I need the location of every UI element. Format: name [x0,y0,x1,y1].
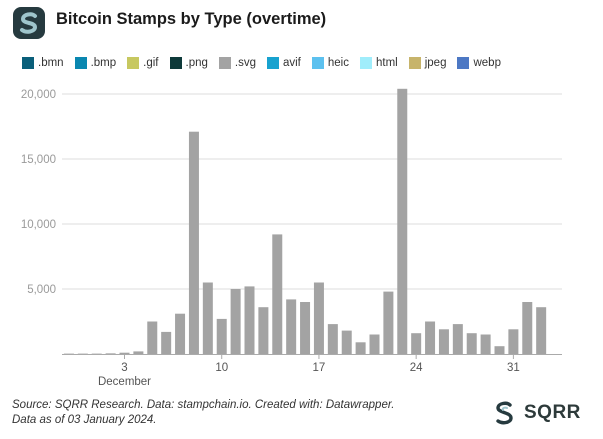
legend-swatch [74,57,87,69]
bar [355,342,366,354]
legend-swatch [360,57,372,69]
bar [216,318,227,354]
legend-swatch [408,57,421,69]
legend-label: jpeg [424,57,447,69]
legend-item: .gif [127,57,159,69]
legend-swatch [266,57,279,69]
bar [522,302,533,354]
legend-item: avif [266,57,301,69]
x-tick-label: 17 [313,362,326,374]
x-tick-sublabel: December [98,376,151,388]
legend-swatch [127,57,140,69]
legend-item: jpeg [408,57,447,69]
legend-label: .gif [143,57,159,69]
bar [313,282,324,354]
bar [119,352,130,354]
brand-mark: SQRR [492,400,581,426]
legend-label: .bmn [38,57,64,69]
bar [327,324,338,354]
bar [286,299,297,354]
bar [383,291,394,354]
bar [161,331,172,354]
bar [244,286,255,354]
legend-label: html [376,57,398,69]
legend-item: html [360,57,398,69]
bar [508,329,519,354]
y-tick-label: 15,000 [21,154,56,166]
x-tick-label: 10 [215,362,228,374]
legend-swatch [218,57,231,69]
x-tick-label: 24 [410,362,423,374]
legend-item: .png [169,57,208,69]
legend-item: .bmp [74,57,117,69]
data-date-note: Data as of 03 January 2024. [12,414,157,426]
legend-label: avif [282,57,301,69]
bar [494,346,505,354]
bar [147,321,158,354]
legend-swatch [457,57,470,69]
bar [452,324,463,354]
legend-swatch [22,57,34,69]
sqrr-logo-icon [496,401,513,425]
bar [425,321,436,354]
bar [369,334,380,354]
bar [258,307,269,354]
legend-label: .svg [234,57,256,69]
bar [397,88,408,355]
bar [411,333,422,354]
legend-label: .bmp [90,57,117,69]
legend-item: webp [457,57,501,69]
bar [480,334,491,354]
bar [341,330,352,354]
chart-title: Bitcoin Stamps by Type (overtime) [56,10,327,28]
bar [466,333,477,354]
chart-plot: 20,000 15,000 10,000 5,000 3 December 10 17 24 31 [21,88,562,388]
bar [438,329,449,354]
bar [536,307,547,354]
y-tick-label: 10,000 [21,219,56,231]
sqrr-logo-icon [13,7,45,39]
x-tick-label: 3 [121,362,127,374]
y-tick-label: 5,000 [27,284,56,296]
bar [188,131,199,354]
bar [175,313,186,354]
brand-name: SQRR [524,402,581,423]
bar [230,289,241,354]
y-tick-label: 20,000 [21,89,56,101]
chart-footer: Source: SQRR Research. Data: stampchain.… [12,398,394,428]
x-tick-label: 31 [507,362,520,374]
chart-legend: .bmn .bmp .gif .png .svg avif heic html jpeg webp [22,57,512,69]
bar [272,234,283,354]
legend-label: heic [327,57,349,69]
bar [105,353,116,354]
legend-item: heic [311,57,349,69]
bar [202,282,213,354]
legend-item: .bmn [22,57,64,69]
legend-swatch [311,57,324,69]
bar [133,351,144,354]
legend-swatch [169,57,182,69]
source-note: Source: SQRR Research. Data: stampchain.… [12,399,395,411]
legend-item: .svg [218,57,256,69]
bar [300,302,311,354]
legend-label: webp [473,57,501,69]
legend-label: .png [185,57,208,69]
